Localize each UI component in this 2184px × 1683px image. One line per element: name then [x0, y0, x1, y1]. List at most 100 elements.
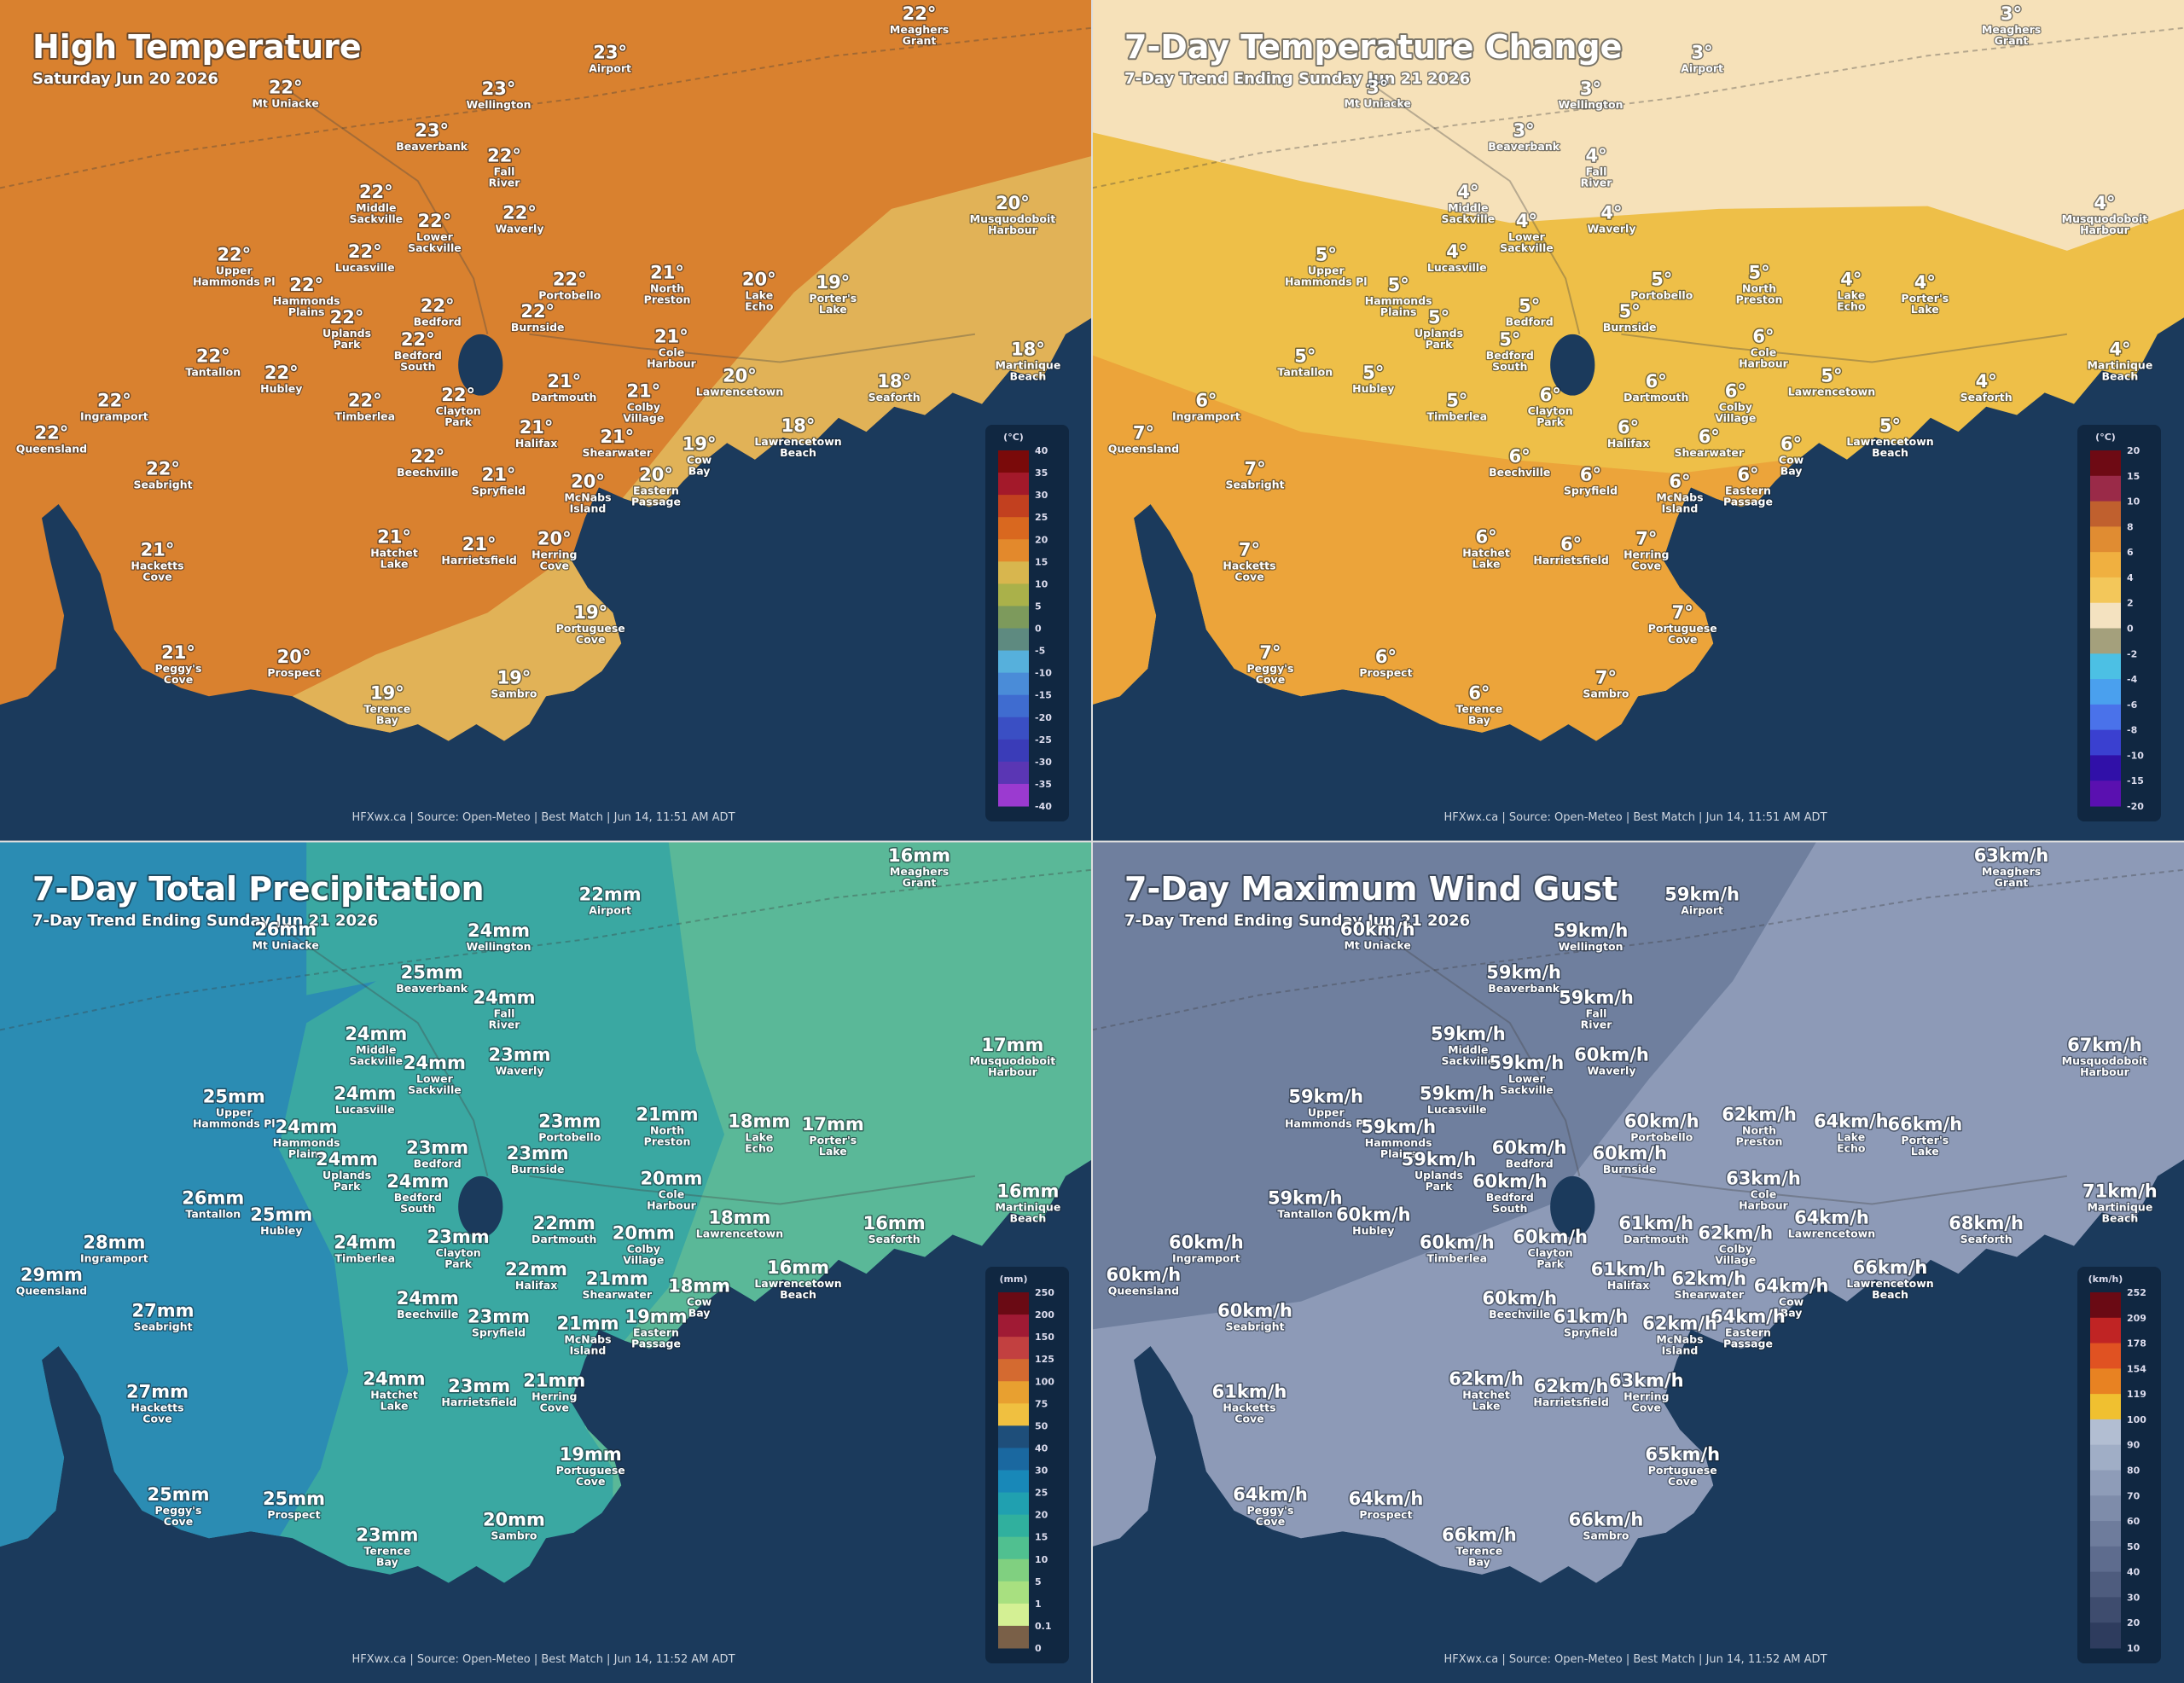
place-value: 60km/h — [1420, 1233, 1495, 1253]
place-value: 59km/h — [1288, 1086, 1363, 1106]
place-value: 5° — [1748, 263, 1769, 283]
legend-tick: 0 — [1035, 624, 1042, 635]
place-value: 5° — [1362, 363, 1384, 383]
place-name: Middle — [1448, 1043, 1488, 1056]
place-name: Hacketts — [1223, 559, 1275, 572]
place-name: Grant — [903, 34, 937, 47]
place-value: 6° — [1540, 385, 1561, 405]
place-name: Bay — [376, 714, 398, 727]
map-panel: 7-Day Maximum Wind Gust 7-Day Trend Endin… — [1091, 842, 2184, 1683]
place-value: 24mm — [397, 1288, 459, 1309]
place-value: 22° — [418, 211, 452, 231]
place-name: Lake — [819, 303, 847, 316]
legend-tick: -15 — [2127, 775, 2144, 786]
bedford-basin — [1550, 1175, 1595, 1238]
place-name: Hacketts — [131, 1401, 183, 1413]
place-value: 60km/h — [1217, 1301, 1292, 1321]
place-value: 23mm — [507, 1143, 569, 1164]
place-name: Halifax — [515, 437, 557, 450]
place-name: Sackville — [408, 241, 462, 254]
place-name: Peggy's — [1247, 1504, 1294, 1517]
legend-swatch — [998, 606, 1029, 629]
place-value: 59km/h — [1559, 987, 1634, 1007]
place-name: Lawrencetown — [1788, 1227, 1875, 1239]
place-name: Timberlea — [334, 1252, 395, 1265]
legend-swatch — [998, 717, 1029, 740]
place-value: 22° — [502, 202, 537, 223]
place-value: 66km/h — [1853, 1257, 1928, 1278]
place-value: 21° — [600, 427, 634, 447]
place-name: Airport — [589, 62, 631, 75]
place-value: 23° — [482, 78, 516, 99]
place-value: 22° — [35, 422, 69, 443]
place-name: Beach — [1010, 369, 1047, 382]
legend-tick: 20 — [2127, 1617, 2140, 1628]
place-name: Portuguese — [556, 622, 625, 635]
legend-tick: 4 — [2127, 572, 2134, 583]
place-name: Burnside — [1603, 321, 1657, 334]
legend-swatch — [998, 1536, 1029, 1560]
place-name: Bay — [1780, 464, 1803, 477]
place-name: Cove — [1668, 633, 1697, 646]
place-name: Hatchet — [1462, 1389, 1510, 1402]
place-name: Shearwater — [582, 446, 652, 459]
legend-swatch — [998, 495, 1029, 518]
place-name: Porter's — [1901, 1134, 1949, 1146]
place-name: Lawrencetown — [1846, 1277, 1933, 1290]
place-name: Hacketts — [1223, 1401, 1275, 1413]
place-name: Lower — [416, 230, 454, 243]
place-value: 4° — [2109, 339, 2130, 359]
place-value: 4° — [1457, 182, 1478, 202]
legend-swatch — [2090, 602, 2121, 629]
legend-tick: 252 — [2127, 1287, 2146, 1298]
place-name: Sackville — [408, 1083, 462, 1096]
place-name: Bedford — [394, 1191, 442, 1204]
legend-swatch — [2090, 1470, 2121, 1496]
legend-tick: 15 — [1035, 1532, 1048, 1543]
place-name: Cove — [1234, 1412, 1263, 1425]
legend-tick: -10 — [1035, 668, 1052, 679]
legend-swatch — [2090, 1495, 2121, 1522]
place-value: 60km/h — [1340, 919, 1415, 939]
land — [0, 0, 1092, 741]
place-name: Harbour — [647, 1199, 696, 1212]
place-name: North — [650, 282, 684, 295]
place-name: Hubley — [260, 1224, 302, 1237]
place-value: 60km/h — [1513, 1227, 1588, 1247]
place-name: Queensland — [16, 1284, 87, 1297]
place-value: 16mm — [996, 1181, 1059, 1201]
road — [1621, 333, 2068, 363]
place-name: Burnside — [511, 1163, 565, 1175]
legend-swatch — [998, 1314, 1029, 1338]
legend-swatch — [998, 650, 1029, 674]
place-name: Harbour — [2080, 223, 2129, 236]
place-name: Middle — [356, 1043, 396, 1056]
place-name: Upper — [216, 1106, 253, 1118]
place-name: Prospect — [267, 1508, 320, 1521]
place-name: Shearwater — [1674, 1288, 1744, 1301]
legend-swatch — [998, 1425, 1029, 1448]
place-name: Village — [1715, 1253, 1756, 1266]
place-name: Timberlea — [334, 410, 395, 423]
legend-tick: 150 — [1035, 1332, 1054, 1343]
legend-swatch — [998, 694, 1029, 718]
legend-swatch — [2090, 450, 2121, 477]
place-value: 4° — [1840, 270, 1862, 290]
place-value: 6° — [1669, 471, 1690, 491]
legend-swatch — [998, 672, 1029, 696]
place-value: 23° — [415, 120, 449, 141]
place-name: Cove — [1668, 1475, 1697, 1488]
legend-tick: 5 — [1035, 601, 1042, 612]
legend-tick: 90 — [2127, 1440, 2140, 1451]
place-name: Portuguese — [556, 1464, 625, 1477]
place-name: Island — [570, 1343, 607, 1356]
place-name: Echo — [1837, 300, 1866, 313]
legend-swatch — [998, 1292, 1029, 1315]
place-name: Tantallon — [185, 365, 241, 378]
place-value: 5° — [1446, 391, 1467, 411]
place-name: Cove — [142, 1412, 171, 1425]
place-value: 7° — [1595, 668, 1617, 688]
place-name: Colby — [627, 400, 660, 413]
place-name: Sackville — [1500, 241, 1554, 254]
place-name: Lake — [1837, 1131, 1865, 1144]
